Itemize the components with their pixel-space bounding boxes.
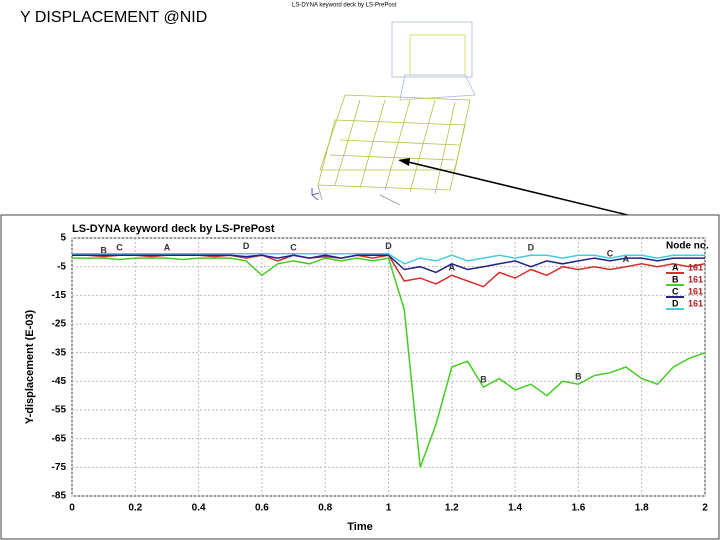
- x-axis-label: Time: [347, 521, 372, 533]
- series-marker-label: C: [290, 243, 297, 253]
- wireframe-model: [311, 21, 476, 206]
- y-tick-label: -85: [52, 491, 67, 502]
- y-axis-label: Y-displacement (E-03): [24, 310, 36, 425]
- legend-label: C: [672, 286, 679, 296]
- series-marker-label: C: [607, 248, 614, 258]
- series-marker-label: D: [528, 243, 535, 253]
- series-line: [72, 254, 705, 274]
- series-marker-label: B: [100, 245, 107, 255]
- chart-frame: [0, 214, 720, 540]
- y-tick-label: -5: [57, 261, 66, 272]
- legend-label: A: [672, 262, 679, 272]
- series-marker-label: A: [623, 254, 630, 264]
- x-tick-label: 0.6: [255, 503, 269, 514]
- series-marker-label: B: [480, 374, 487, 384]
- series-marker-label: A: [449, 263, 456, 273]
- x-tick-label: 0.2: [128, 503, 142, 514]
- model-caption: LS-DYNA keyword deck by LS-PrePost: [292, 3, 397, 9]
- series-marker-label: C: [116, 243, 123, 253]
- legend-node: 161: [688, 298, 703, 308]
- y-tick-label: -15: [52, 290, 67, 301]
- legend-label: D: [672, 298, 679, 308]
- x-tick-label: 1: [386, 503, 392, 514]
- y-tick-label: -65: [52, 433, 67, 444]
- y-tick-label: -55: [52, 405, 67, 416]
- arrow-head: [398, 158, 410, 166]
- x-tick-label: 1.6: [571, 503, 585, 514]
- x-tick-label: 1.4: [508, 503, 522, 514]
- legend-node: 161: [688, 274, 703, 284]
- x-tick-label: 0.8: [318, 503, 332, 514]
- series-marker-label: A: [164, 243, 171, 253]
- chart-title: LS-DYNA keyword deck by LS-PrePost: [72, 223, 275, 235]
- y-tick-label: -25: [52, 319, 67, 330]
- legend-node: 161: [688, 286, 703, 296]
- slide-title: Y DISPLACEMENT @NID: [20, 9, 207, 26]
- x-tick-label: 2: [702, 503, 708, 514]
- series-marker-label: B: [575, 372, 582, 382]
- x-tick-label: 0: [69, 503, 75, 514]
- x-tick-label: 1.2: [445, 503, 459, 514]
- x-tick-label: 0.4: [192, 503, 206, 514]
- series-marker-label: D: [243, 241, 250, 251]
- series-line: [72, 253, 705, 265]
- y-tick-label: -45: [52, 376, 67, 387]
- legend-label: B: [672, 274, 679, 284]
- legend-title: Node no.: [666, 241, 709, 252]
- legend-node: 161: [688, 262, 703, 272]
- x-tick-label: 1.8: [635, 503, 649, 514]
- y-tick-label: 5: [60, 233, 66, 244]
- series-marker-label: D: [385, 241, 392, 251]
- y-tick-label: -35: [52, 347, 67, 358]
- y-tick-label: -75: [52, 462, 67, 473]
- series-line: [72, 257, 706, 468]
